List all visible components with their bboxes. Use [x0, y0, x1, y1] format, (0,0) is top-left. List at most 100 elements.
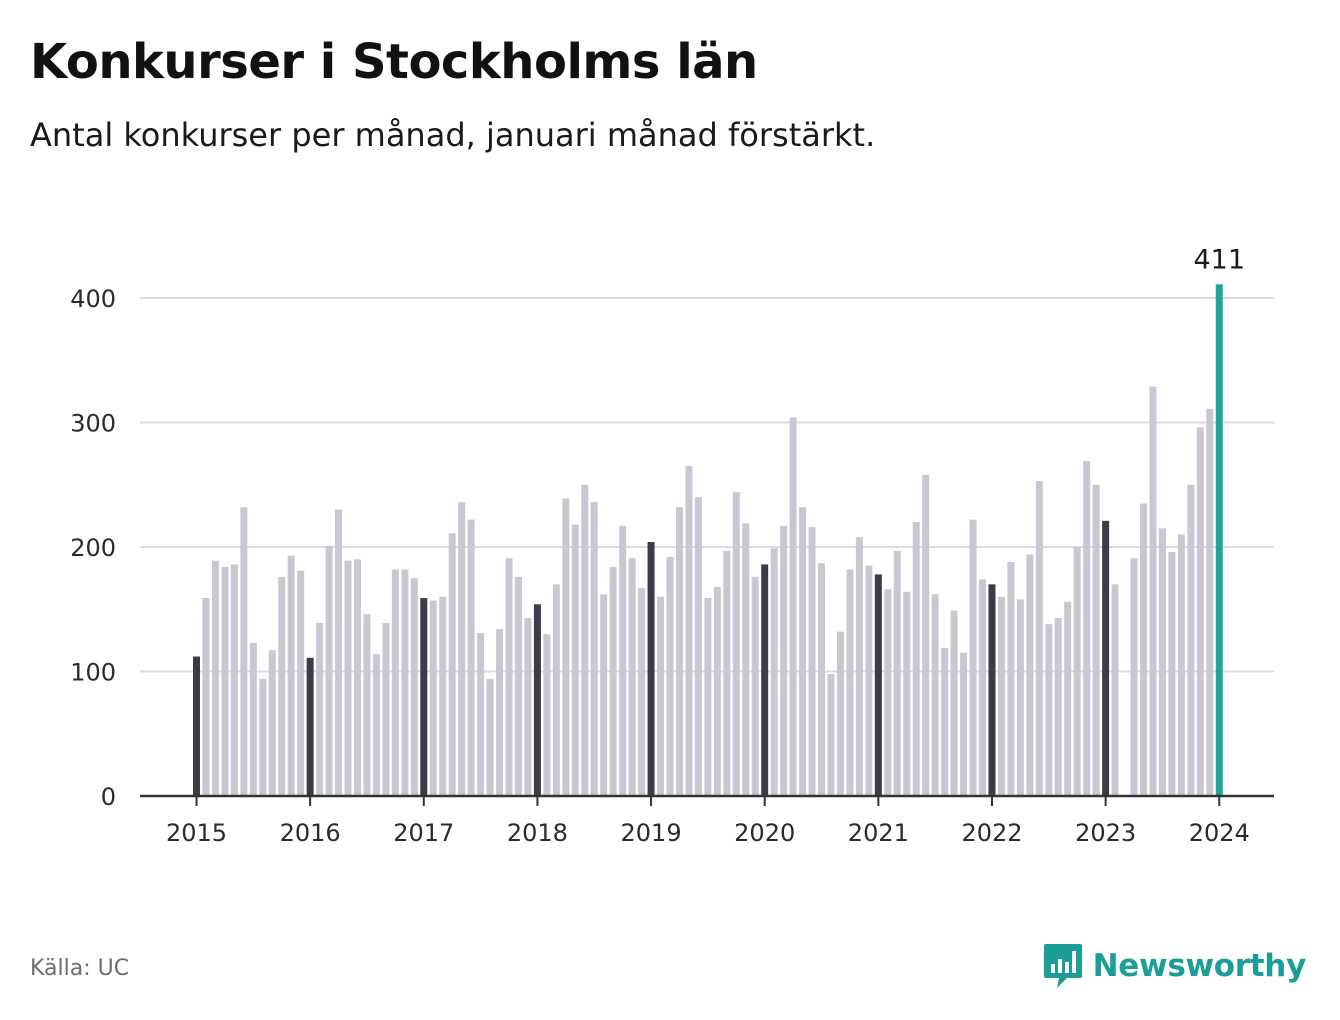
bar: [316, 622, 324, 796]
bar: [789, 417, 797, 796]
y-tick-label: 200: [70, 534, 116, 562]
bar-january: [533, 604, 541, 796]
bar: [552, 584, 560, 796]
bar: [202, 598, 210, 796]
bar: [1196, 427, 1204, 796]
bar: [751, 576, 759, 796]
x-tick-label: 2018: [507, 819, 568, 847]
bar: [685, 466, 693, 796]
brand-name: Newsworthy: [1092, 948, 1307, 984]
bar: [657, 596, 665, 796]
x-tick-label: 2020: [734, 819, 795, 847]
bar-january: [420, 598, 428, 796]
bar: [1168, 551, 1176, 796]
bar: [240, 507, 248, 796]
bar: [1206, 408, 1214, 796]
bar: [514, 576, 522, 796]
bar: [893, 550, 901, 796]
bar: [458, 502, 466, 796]
axes: [140, 794, 1274, 806]
x-tick-label: 2016: [280, 819, 341, 847]
bar: [562, 498, 570, 796]
bar: [694, 497, 702, 796]
bar: [619, 525, 627, 796]
bar: [496, 629, 504, 796]
bar: [524, 617, 532, 796]
bar: [903, 591, 911, 796]
chart-subtitle: Antal konkurser per månad, januari månad…: [30, 116, 876, 154]
bar: [335, 509, 343, 796]
bar: [382, 622, 390, 796]
bar: [1177, 534, 1185, 796]
bar: [1158, 528, 1166, 796]
labels: 0 100 200 300 400 2015 2016 2017 2018 2019 2020 202…: [70, 244, 1250, 847]
bar: [1083, 461, 1091, 796]
bar: [1054, 617, 1062, 796]
bars: [193, 284, 1223, 797]
bar: [410, 578, 418, 797]
bar: [808, 527, 816, 796]
bar: [353, 559, 361, 796]
bar: [818, 563, 826, 796]
bar: [1149, 386, 1157, 796]
x-tick-label: 2022: [961, 819, 1022, 847]
bar: [505, 558, 513, 796]
bar: [297, 570, 305, 796]
bar: [912, 522, 920, 796]
x-tick-label: 2019: [621, 819, 682, 847]
bar: [732, 492, 740, 796]
bar: [950, 610, 958, 796]
bar: [846, 569, 854, 796]
bar: [600, 594, 608, 796]
bar: [1140, 503, 1147, 796]
bar: [1073, 547, 1081, 796]
bar: [1092, 484, 1100, 796]
x-tick-label: 2021: [848, 819, 909, 847]
bar: [363, 614, 371, 796]
bar: [997, 596, 1005, 796]
bar: [979, 579, 987, 796]
bar: [391, 569, 399, 796]
bar: [439, 596, 447, 796]
bar: [581, 484, 589, 796]
bar: [448, 533, 456, 796]
bar: [855, 537, 863, 796]
bar-january: [193, 656, 200, 796]
bar: [1026, 554, 1034, 796]
y-tick-label: 100: [70, 659, 116, 687]
bar: [259, 678, 267, 796]
bar: [628, 558, 636, 796]
bar: [268, 650, 276, 796]
bar-chart-icon: [1043, 944, 1082, 988]
chart-title: Konkurser i Stockholms län: [30, 34, 758, 90]
bar: [941, 647, 949, 796]
bar: [230, 564, 238, 796]
brand-logo: Newsworthy: [1043, 942, 1306, 990]
bar: [969, 519, 977, 796]
bar: [713, 586, 721, 796]
bar: [467, 519, 475, 796]
y-tick-label: 400: [70, 285, 116, 313]
bar: [704, 598, 712, 796]
bar: [931, 594, 939, 796]
bar: [770, 548, 778, 796]
bar: [344, 560, 352, 796]
bar: [780, 525, 788, 796]
bar: [960, 652, 968, 796]
x-tick-label: 2017: [393, 819, 454, 847]
bar: [922, 474, 930, 796]
bar: [429, 600, 437, 796]
bar-chart: 0 100 200 300 400 2015 2016 2017 2018 2019 2020 202…: [70, 244, 1274, 847]
bar: [1035, 481, 1043, 796]
bar: [401, 569, 409, 796]
latest-value-label: 411: [1193, 244, 1245, 275]
bar: [827, 673, 835, 796]
bar: [590, 502, 598, 796]
bar: [666, 556, 674, 796]
bar-latest: [1215, 284, 1223, 796]
bar: [884, 589, 892, 796]
bar: [723, 550, 731, 796]
bar: [372, 654, 380, 796]
bar: [675, 507, 683, 796]
bar: [1064, 601, 1072, 796]
